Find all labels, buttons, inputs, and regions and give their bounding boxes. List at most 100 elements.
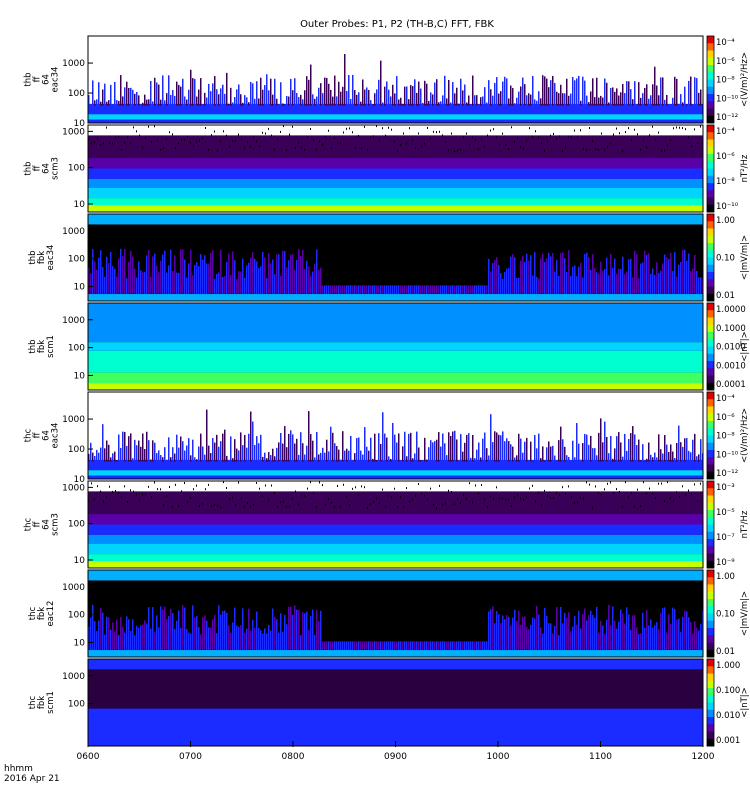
- colorbar-tick-label: 0.010: [716, 711, 740, 721]
- panel-frame: [87, 213, 704, 302]
- panel-ylabel-line: thb: [24, 161, 34, 175]
- colorbar-tick-label: 10⁻⁴: [716, 38, 735, 48]
- colorbar-tick-label: 0.0100: [716, 343, 746, 353]
- time-tick-label: 0700: [179, 752, 202, 762]
- panel-ylabel-line: 64: [42, 519, 52, 530]
- time-tick-label: 0900: [384, 752, 407, 762]
- panel-thb-fbk-scm1: 10 100 1000 thb fbk scm1 1.0000 0.1000 0.0100 0.0…: [28, 302, 750, 391]
- time-axis-date-label: 2016 Apr 21: [4, 774, 60, 784]
- y-tick-label: 1000: [62, 483, 85, 493]
- panel-ylabel-line: scm1: [46, 691, 56, 714]
- panel-ylabel: thb fbk eac34: [28, 245, 56, 271]
- colorbar-tick-label: 10⁻³: [716, 483, 735, 493]
- panel-ylabel-line: fbk: [37, 696, 47, 709]
- y-tick-label: 10: [74, 119, 86, 129]
- colorbar-tick-label: 10⁻⁷: [716, 533, 735, 543]
- y-tick-label: 1000: [62, 316, 85, 326]
- y-tick-label: 10: [74, 282, 86, 292]
- panel-ylabel-line: eac34: [51, 423, 61, 449]
- time-tick-label: 1200: [692, 752, 715, 762]
- panel-ylabel-line: ff: [33, 164, 43, 171]
- y-tick-label: 100: [68, 445, 85, 455]
- panel-ylabel: thb ff 64 eac34: [24, 67, 61, 93]
- y-tick-label: 100: [68, 611, 85, 621]
- colorbar-tick-label: 0.100: [716, 686, 740, 696]
- spectrogram-thc-fbk-eac12: [88, 570, 704, 657]
- y-tick-label: 100: [68, 89, 85, 99]
- panel-ylabel-line: 64: [42, 163, 52, 174]
- y-tick-label: 100: [68, 520, 85, 530]
- colorbar-tick-label: 1.00: [716, 216, 735, 226]
- panel-ylabel: thc fbk eac12: [28, 601, 56, 627]
- panel-ylabel-line: eac12: [46, 601, 56, 627]
- panel-ylabel-line: 64: [42, 74, 52, 85]
- panel-ylabel: thc ff 64 eac34: [24, 423, 61, 449]
- y-tick-label: 1000: [62, 59, 85, 69]
- panel-ylabel: thb ff 64 scm3: [24, 157, 61, 180]
- spectrogram-thc-ff-eac34: [88, 409, 704, 479]
- colorbar-thc-fbk-scm1: 1.000 0.100 0.010 0.001 <|nT|>: [706, 658, 750, 747]
- y-tick-label: 100: [68, 255, 85, 265]
- panel-thb-fbk-eac34: 10 100 1000 thb fbk eac34 1.00 0.10 0.01 <|mV/m|>: [28, 213, 750, 302]
- panel-ylabel: thc ff 64 scm3: [24, 513, 61, 536]
- colorbar-tick-label: 10⁻⁴: [716, 394, 735, 404]
- figure-title: Outer Probes: P1, P2 (TH-B,C) FFT, FBK: [300, 19, 494, 30]
- spectrogram-thc-ff-scm3: [88, 481, 703, 568]
- colorbar-tick-label: 10⁻⁹: [716, 558, 735, 568]
- colorbar-tick-label: 0.10: [716, 610, 735, 620]
- colorbar-tick-label: 0.1000: [716, 324, 746, 334]
- colorbar-thc-fbk-eac12: 1.00 0.10 0.01 <|mV/m|>: [706, 569, 750, 658]
- spectrogram-thb-ff-scm3: [88, 125, 703, 212]
- panel-ylabel-line: eac34: [51, 67, 61, 93]
- panel-ylabel-line: ff: [33, 431, 43, 438]
- panel-thc-fbk-scm1: 100 1000 thc fbk scm1 1.000 0.100 0.010 0.001 <|n…: [28, 658, 750, 747]
- panel-ylabel-line: thc: [24, 428, 34, 442]
- panel-ylabel-line: thc: [28, 606, 38, 620]
- colorbar-label: nT²/Hz: [740, 510, 750, 538]
- spectrogram-thb-ff-eac34: [88, 54, 704, 123]
- panel-ylabel-line: ff: [33, 520, 43, 527]
- spectrogram-thc-fbk-scm1: [88, 659, 703, 746]
- colorbar-tick-label: 10⁻⁶: [716, 57, 735, 67]
- panel-frame: [87, 391, 704, 480]
- colorbar-tick-label: 10⁻¹⁰: [716, 202, 739, 212]
- panel-frame: [87, 480, 704, 569]
- time-axis-unit-label: hhmm: [4, 764, 33, 774]
- panel-ylabel: thc fbk scm1: [28, 691, 56, 714]
- colorbar-tick-label: 10⁻¹²: [716, 469, 738, 479]
- panel-frame: [87, 35, 704, 124]
- time-tick-label: 1000: [487, 752, 510, 762]
- spectrogram-thb-fbk-eac34: [88, 214, 704, 301]
- y-tick-label: 10: [74, 638, 86, 648]
- spectrogram-thb-fbk-scm1: [88, 303, 703, 390]
- colorbar-tick-label: 0.01: [716, 647, 735, 657]
- y-tick-label: 1000: [62, 127, 85, 137]
- colorbar-thb-fbk-scm1: 1.0000 0.1000 0.0100 0.0010 0.0001 <|nT|>: [706, 302, 750, 391]
- panel-ylabel-line: 64: [42, 430, 52, 441]
- colorbar-thc-ff-eac34: 10⁻⁴ 10⁻⁶ 10⁻⁸ 10⁻¹⁰ 10⁻¹²<(V/m)²/Hz>: [706, 391, 750, 480]
- colorbar-thb-fbk-eac34: 1.00 0.10 0.01 <|mV/m|>: [706, 213, 750, 302]
- time-tick-label: 0800: [282, 752, 305, 762]
- colorbar-tick-label: 10⁻¹²: [716, 113, 738, 123]
- colorbar-label: nT²/Hz: [740, 154, 750, 182]
- colorbar-label: <|nT|>: [740, 331, 750, 362]
- y-tick-label: 10: [74, 475, 86, 485]
- panel-ylabel-line: ff: [33, 75, 43, 82]
- panel-thb-ff-scm3: 10 100 1000 thb ff 64 scm3 10⁻⁴ 10⁻⁶ 10⁻⁸ 10⁻¹⁰ nT²…: [24, 124, 750, 213]
- panel-ylabel: thb fbk scm1: [28, 335, 56, 358]
- colorbar-label: <(V/m)²/Hz>: [740, 52, 750, 107]
- panel-ylabel-line: scm3: [51, 513, 61, 536]
- y-tick-label: 100: [68, 700, 85, 710]
- panel-frame: [87, 124, 704, 213]
- panel-ylabel-line: fbk: [37, 340, 47, 353]
- colorbar-tick-label: 10⁻⁸: [716, 432, 735, 442]
- panel-ylabel-line: thc: [24, 517, 34, 531]
- colorbar-tick-label: 0.0010: [716, 361, 746, 371]
- colorbar-tick-label: 10⁻⁵: [716, 508, 735, 518]
- colorbar-thb-ff-eac34: 10⁻⁴ 10⁻⁶ 10⁻⁸ 10⁻¹⁰ 10⁻¹²<(V/m)²/Hz>: [706, 35, 750, 124]
- panel-ylabel-line: fbk: [37, 607, 47, 620]
- y-tick-label: 1000: [62, 227, 85, 237]
- panel-thc-ff-scm3: 10 100 1000 thc ff 64 scm3 10⁻³ 10⁻⁵ 10⁻⁷ 10⁻⁹ nT²/…: [24, 480, 750, 569]
